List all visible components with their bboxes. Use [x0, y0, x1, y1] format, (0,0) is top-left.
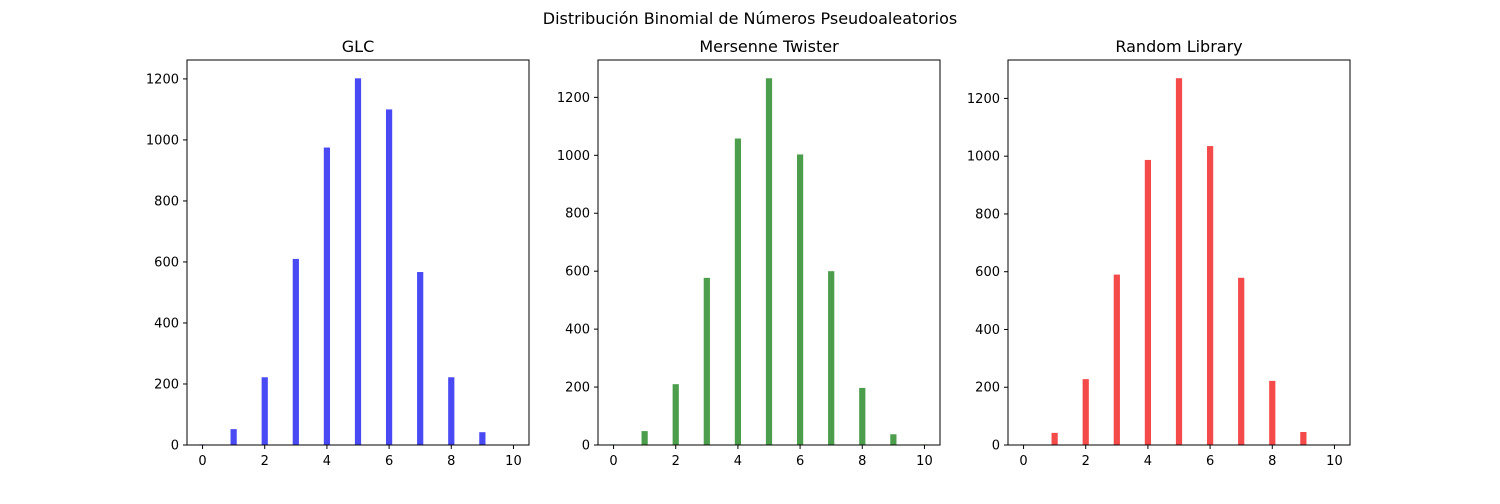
- bar: [386, 109, 392, 445]
- y-tick-label: 400: [975, 323, 1000, 338]
- x-tick-label: 4: [734, 454, 742, 469]
- bar: [828, 271, 834, 445]
- x-tick-label: 6: [385, 454, 393, 469]
- bar: [262, 377, 268, 445]
- y-tick-label: 400: [565, 323, 590, 338]
- bar: [1052, 433, 1058, 445]
- bar: [890, 434, 896, 445]
- y-tick-label: 1200: [557, 91, 590, 106]
- y-tick-label: 0: [992, 439, 1000, 454]
- y-tick-label: 1200: [146, 72, 179, 87]
- y-tick-label: 1000: [967, 150, 1000, 165]
- chart-title: GLC: [342, 37, 374, 56]
- figure-suptitle: Distribución Binomial de Números Pseudoa…: [543, 9, 957, 28]
- x-tick-label: 10: [1326, 454, 1343, 469]
- y-tick-label: 1000: [146, 133, 179, 148]
- x-tick-label: 10: [916, 454, 933, 469]
- y-tick-label: 1200: [967, 92, 1000, 107]
- bar: [355, 78, 361, 445]
- bar: [1238, 278, 1244, 445]
- bar: [1269, 381, 1275, 445]
- chart-panel-0: GLC 0 2 4 6 8 10 0 200 400 600 800 1000 1200: [146, 37, 529, 469]
- y-tick-label: 800: [975, 207, 1000, 222]
- y-tick-label: 800: [154, 194, 179, 209]
- y-tick-label: 600: [975, 265, 1000, 280]
- y-tick-label: 600: [565, 265, 590, 280]
- x-tick-label: 0: [198, 454, 206, 469]
- bar: [324, 148, 330, 445]
- bar: [1300, 432, 1306, 445]
- x-tick-label: 8: [858, 454, 866, 469]
- y-tick-label: 200: [565, 381, 590, 396]
- x-tick-label: 8: [447, 454, 455, 469]
- bar: [797, 154, 803, 445]
- bar: [1207, 146, 1213, 445]
- chart-title: Mersenne Twister: [699, 37, 839, 56]
- bar: [766, 78, 772, 445]
- bar: [479, 432, 485, 445]
- bar: [1145, 160, 1151, 445]
- bar: [1114, 275, 1120, 445]
- bar: [704, 278, 710, 445]
- bar: [293, 259, 299, 445]
- chart-panel-1: Mersenne Twister 0 2 4 6 8 10 0 200 400 600 800 1000…: [557, 37, 940, 469]
- bar: [448, 377, 454, 445]
- x-tick-label: 0: [1019, 454, 1027, 469]
- y-tick-label: 0: [171, 439, 179, 454]
- bar: [859, 388, 865, 445]
- y-tick-label: 200: [154, 377, 179, 392]
- y-tick-label: 0: [582, 439, 590, 454]
- y-tick-label: 400: [154, 316, 179, 331]
- bar: [735, 139, 741, 445]
- bar: [1176, 78, 1182, 445]
- x-tick-label: 6: [1206, 454, 1214, 469]
- bar: [417, 272, 423, 445]
- x-tick-label: 4: [1144, 454, 1152, 469]
- bar: [1083, 379, 1089, 445]
- x-tick-label: 2: [672, 454, 680, 469]
- y-tick-label: 1000: [557, 149, 590, 164]
- x-tick-label: 2: [261, 454, 269, 469]
- y-tick-label: 600: [154, 255, 179, 270]
- chart-title: Random Library: [1115, 37, 1242, 56]
- x-tick-label: 0: [609, 454, 617, 469]
- y-tick-label: 200: [975, 381, 1000, 396]
- x-tick-label: 4: [323, 454, 331, 469]
- chart-panel-2: Random Library 0 2 4 6 8 10 0 200 400 600 800 1000 12…: [967, 37, 1350, 469]
- bar: [673, 384, 679, 445]
- x-tick-label: 8: [1268, 454, 1276, 469]
- bar: [642, 431, 648, 445]
- x-tick-label: 6: [796, 454, 804, 469]
- x-tick-label: 2: [1082, 454, 1090, 469]
- bar: [231, 429, 237, 445]
- x-tick-label: 10: [505, 454, 522, 469]
- y-tick-label: 800: [565, 207, 590, 222]
